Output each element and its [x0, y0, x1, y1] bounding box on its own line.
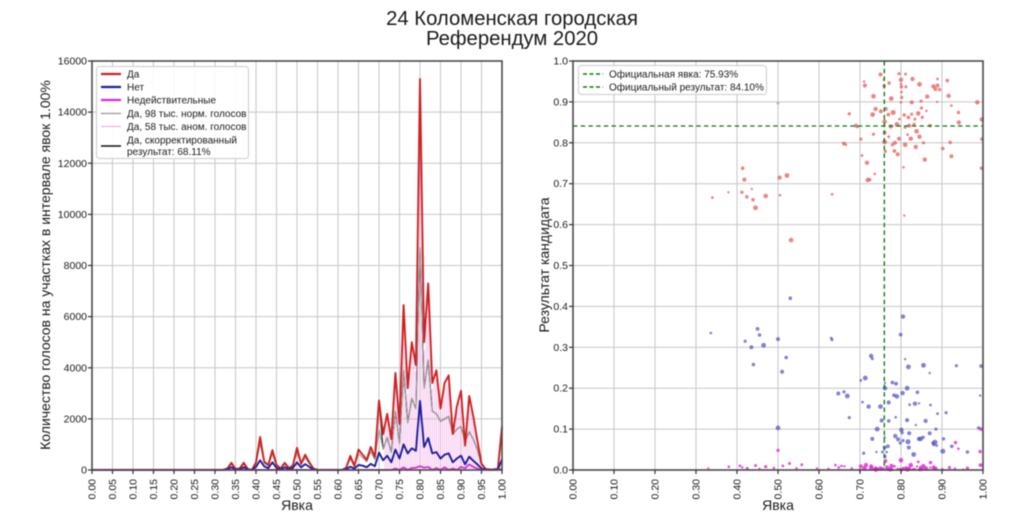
svg-text:0.75: 0.75 [394, 479, 406, 500]
svg-text:10000: 10000 [58, 209, 87, 221]
svg-text:0.20: 0.20 [650, 479, 662, 500]
svg-text:0.00: 0.00 [568, 479, 580, 500]
svg-text:Да, скорректированный: Да, скорректированный [127, 136, 237, 147]
svg-text:0.60: 0.60 [333, 479, 345, 500]
svg-text:0.20: 0.20 [169, 479, 181, 500]
svg-text:2000: 2000 [64, 413, 88, 425]
svg-text:Результат кандидата: Результат кандидата [536, 197, 552, 332]
svg-text:0.90: 0.90 [456, 479, 468, 500]
svg-text:0.4: 0.4 [553, 301, 568, 313]
svg-text:0.9: 0.9 [553, 96, 568, 108]
svg-text:0.95: 0.95 [476, 479, 488, 500]
svg-text:Недействительные: Недействительные [127, 96, 216, 107]
svg-text:0.85: 0.85 [435, 479, 447, 500]
svg-text:0.1: 0.1 [553, 424, 568, 436]
svg-text:0.55: 0.55 [312, 479, 324, 500]
svg-text:0.40: 0.40 [732, 479, 744, 500]
svg-text:0.70: 0.70 [855, 479, 867, 500]
svg-text:результат: 68.11%: результат: 68.11% [127, 147, 211, 158]
svg-text:14000: 14000 [58, 107, 87, 119]
svg-text:0.0: 0.0 [553, 465, 568, 477]
svg-text:0.25: 0.25 [189, 479, 201, 500]
svg-text:0.7: 0.7 [553, 178, 568, 190]
svg-text:Референдум 2020: Референдум 2020 [426, 28, 598, 50]
svg-text:8000: 8000 [64, 260, 88, 272]
svg-text:Явка: Явка [281, 497, 313, 512]
svg-text:0.00: 0.00 [87, 479, 99, 500]
svg-text:0.50: 0.50 [773, 479, 785, 500]
svg-text:0.8: 0.8 [553, 137, 568, 149]
svg-text:0.05: 0.05 [107, 479, 119, 500]
svg-text:0.50: 0.50 [292, 479, 304, 500]
svg-text:1.0: 1.0 [553, 56, 568, 68]
svg-text:0.10: 0.10 [128, 479, 140, 500]
svg-text:1.00: 1.00 [978, 479, 990, 500]
svg-text:0.6: 0.6 [553, 219, 568, 231]
svg-text:0.45: 0.45 [271, 479, 283, 500]
svg-text:4000: 4000 [64, 362, 88, 374]
svg-text:1.00: 1.00 [497, 479, 509, 500]
svg-text:0.10: 0.10 [609, 479, 621, 500]
svg-text:0.2: 0.2 [553, 383, 568, 395]
svg-text:0.35: 0.35 [230, 479, 242, 500]
svg-text:0.80: 0.80 [415, 479, 427, 500]
svg-text:0.60: 0.60 [814, 479, 826, 500]
svg-text:Количество голосов на участках: Количество голосов на участках в интерва… [37, 80, 53, 450]
svg-text:0.65: 0.65 [353, 479, 365, 500]
svg-text:24 Коломенская городская: 24 Коломенская городская [386, 8, 638, 30]
svg-text:0.70: 0.70 [374, 479, 386, 500]
svg-text:0.30: 0.30 [691, 479, 703, 500]
svg-text:Официальный результат: 84.10%: Официальный результат: 84.10% [609, 82, 764, 94]
svg-text:0.40: 0.40 [251, 479, 263, 500]
svg-text:0.30: 0.30 [210, 479, 222, 500]
svg-text:0.90: 0.90 [937, 479, 949, 500]
svg-text:Нет: Нет [127, 83, 144, 94]
svg-text:0: 0 [81, 465, 87, 477]
svg-text:0.3: 0.3 [553, 342, 568, 354]
svg-text:6000: 6000 [64, 311, 88, 323]
svg-text:0.80: 0.80 [896, 479, 908, 500]
svg-text:16000: 16000 [58, 56, 87, 68]
svg-text:0.15: 0.15 [148, 479, 160, 500]
svg-text:12000: 12000 [58, 158, 87, 170]
svg-text:Да: Да [127, 70, 140, 81]
svg-text:0.5: 0.5 [553, 260, 568, 272]
svg-text:Явка: Явка [762, 497, 794, 512]
svg-text:Официальная явка: 75.93%: Официальная явка: 75.93% [609, 69, 738, 81]
svg-text:Да, 58 тыс. аном. голосов: Да, 58 тыс. аном. голосов [127, 122, 246, 133]
svg-text:Да, 98 тыс. норм. голосов: Да, 98 тыс. норм. голосов [127, 109, 246, 120]
